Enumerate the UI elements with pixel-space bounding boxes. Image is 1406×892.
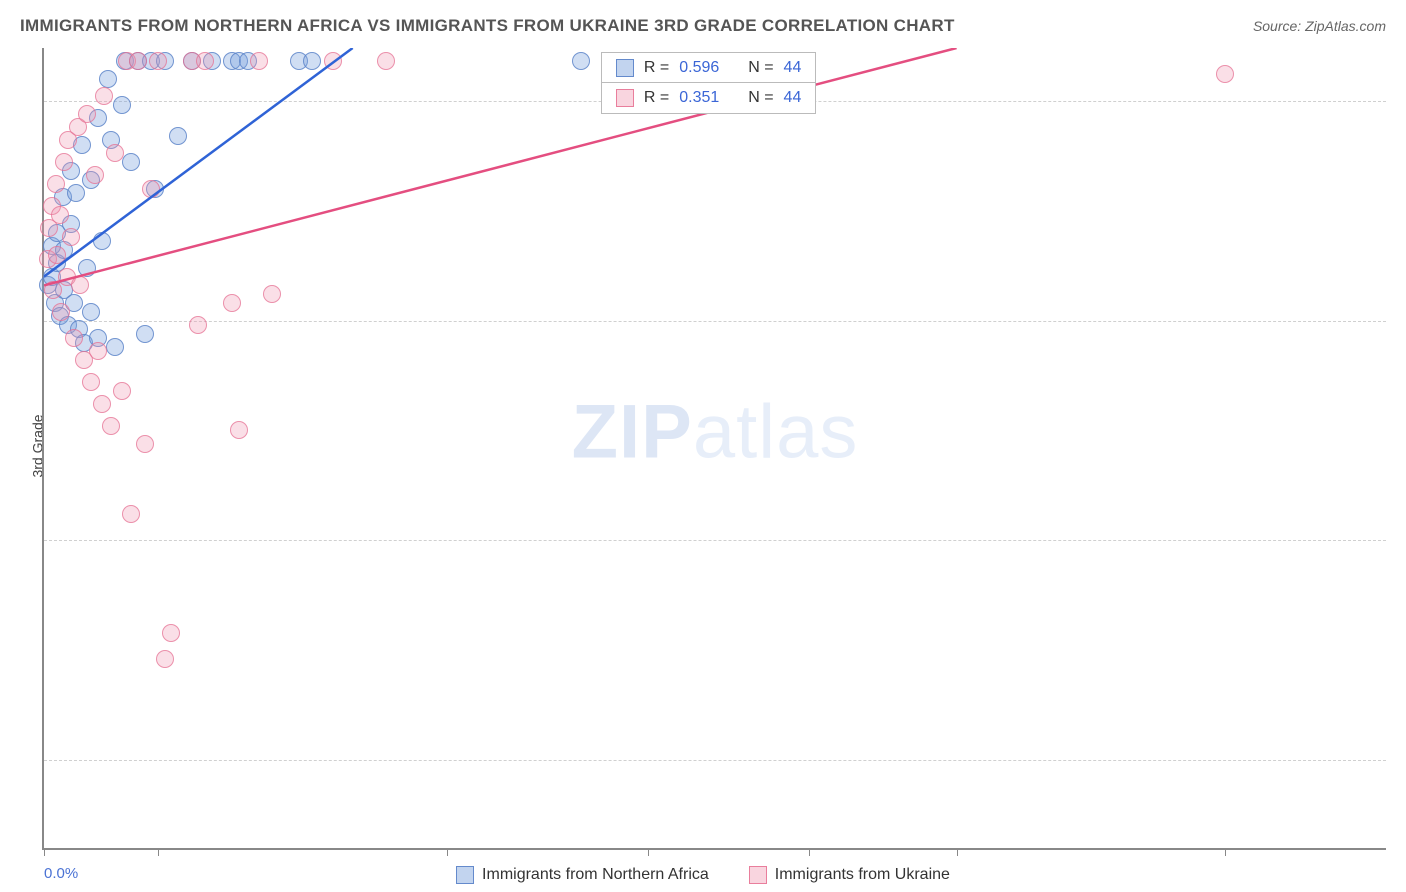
data-point-ukraine xyxy=(189,316,207,334)
stat-r-key: R = xyxy=(644,59,669,77)
x-tick-mark xyxy=(447,848,448,856)
data-point-northern_africa xyxy=(169,127,187,145)
data-point-ukraine xyxy=(48,246,66,264)
data-point-ukraine xyxy=(102,417,120,435)
data-point-ukraine xyxy=(95,87,113,105)
watermark-rest: atlas xyxy=(693,390,859,475)
plot-region: ZIPatlas 100.0%97.5%95.0%92.5%0.0%100.0%… xyxy=(42,48,1386,850)
data-point-ukraine xyxy=(71,276,89,294)
y-tick-label: 100.0% xyxy=(1396,92,1406,109)
data-point-northern_africa xyxy=(82,303,100,321)
watermark-bold: ZIP xyxy=(572,390,693,475)
data-point-northern_africa xyxy=(572,52,590,70)
gridline xyxy=(44,321,1386,322)
swatch-icon xyxy=(456,866,474,884)
data-point-northern_africa xyxy=(93,232,111,250)
data-point-ukraine xyxy=(52,303,70,321)
data-point-northern_africa xyxy=(78,259,96,277)
chart-header: IMMIGRANTS FROM NORTHERN AFRICA VS IMMIG… xyxy=(0,0,1406,48)
data-point-ukraine xyxy=(106,144,124,162)
x-tick-mark xyxy=(648,848,649,856)
data-point-ukraine xyxy=(223,294,241,312)
gridline xyxy=(44,540,1386,541)
legend-label: Immigrants from Ukraine xyxy=(775,866,950,884)
data-point-ukraine xyxy=(136,435,154,453)
data-point-ukraine xyxy=(162,624,180,642)
x-tick-mark xyxy=(158,848,159,856)
data-point-northern_africa xyxy=(113,96,131,114)
legend: Immigrants from Northern Africa Immigrant… xyxy=(0,866,1406,884)
source-attribution: Source: ZipAtlas.com xyxy=(1253,18,1386,34)
data-point-ukraine xyxy=(55,153,73,171)
data-point-ukraine xyxy=(82,373,100,391)
data-point-ukraine xyxy=(156,650,174,668)
legend-item-ukraine: Immigrants from Ukraine xyxy=(749,866,950,884)
data-point-ukraine xyxy=(149,52,167,70)
stats-box-northern_africa: R = 0.596 N = 44 xyxy=(601,52,816,84)
data-point-ukraine xyxy=(196,52,214,70)
x-tick-mark xyxy=(809,848,810,856)
data-point-northern_africa xyxy=(99,70,117,88)
data-point-ukraine xyxy=(324,52,342,70)
stat-r-value: 0.596 xyxy=(679,59,719,77)
data-point-ukraine xyxy=(62,228,80,246)
chart-area: ZIPatlas 100.0%97.5%95.0%92.5%0.0%100.0%… xyxy=(42,48,1386,850)
chart-title: IMMIGRANTS FROM NORTHERN AFRICA VS IMMIG… xyxy=(20,16,955,36)
swatch-icon xyxy=(749,866,767,884)
data-point-ukraine xyxy=(377,52,395,70)
data-point-northern_africa xyxy=(106,338,124,356)
legend-item-northern_africa: Immigrants from Northern Africa xyxy=(456,866,709,884)
stat-n-key: N = xyxy=(748,59,773,77)
data-point-ukraine xyxy=(113,382,131,400)
data-point-ukraine xyxy=(1216,65,1234,83)
data-point-northern_africa xyxy=(136,325,154,343)
stat-n-value: 44 xyxy=(784,89,802,107)
data-point-ukraine xyxy=(250,52,268,70)
data-point-ukraine xyxy=(51,206,69,224)
swatch-icon xyxy=(616,59,634,77)
data-point-ukraine xyxy=(89,342,107,360)
trend-line-ukraine xyxy=(44,48,957,285)
data-point-ukraine xyxy=(129,52,147,70)
data-point-northern_africa xyxy=(122,153,140,171)
watermark: ZIPatlas xyxy=(572,389,859,476)
data-point-ukraine xyxy=(142,180,160,198)
data-point-ukraine xyxy=(86,166,104,184)
data-point-ukraine xyxy=(263,285,281,303)
data-point-ukraine xyxy=(93,395,111,413)
gridline xyxy=(44,760,1386,761)
x-tick-mark xyxy=(44,848,45,856)
data-point-ukraine xyxy=(47,175,65,193)
stat-n-key: N = xyxy=(748,89,773,107)
trend-lines xyxy=(44,48,1386,848)
y-tick-label: 95.0% xyxy=(1396,532,1406,549)
data-point-ukraine xyxy=(65,329,83,347)
data-point-ukraine xyxy=(230,421,248,439)
stats-box-ukraine: R = 0.351 N = 44 xyxy=(601,82,816,114)
stat-r-key: R = xyxy=(644,89,669,107)
data-point-ukraine xyxy=(78,105,96,123)
data-point-ukraine xyxy=(44,281,62,299)
x-tick-mark xyxy=(957,848,958,856)
data-point-northern_africa xyxy=(303,52,321,70)
trend-line-northern_africa xyxy=(44,48,353,277)
stat-r-value: 0.351 xyxy=(679,89,719,107)
data-point-northern_africa xyxy=(67,184,85,202)
swatch-icon xyxy=(616,89,634,107)
stat-n-value: 44 xyxy=(784,59,802,77)
y-tick-label: 92.5% xyxy=(1396,752,1406,769)
legend-label: Immigrants from Northern Africa xyxy=(482,866,709,884)
y-tick-label: 97.5% xyxy=(1396,312,1406,329)
data-point-ukraine xyxy=(122,505,140,523)
x-tick-mark xyxy=(1225,848,1226,856)
